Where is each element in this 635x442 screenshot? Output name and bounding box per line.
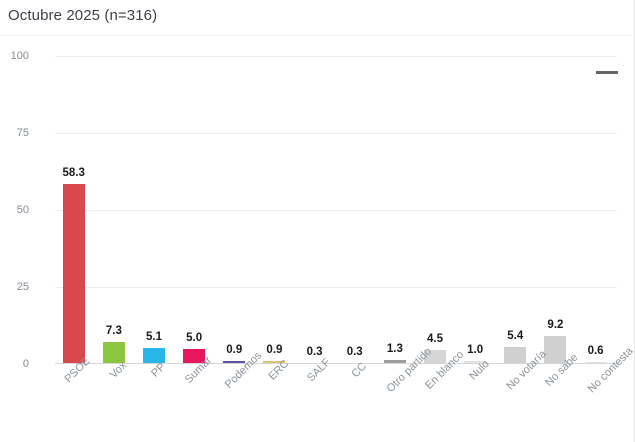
bar-value-label: 0.3 [346, 346, 363, 359]
bar-value-label: 9.2 [547, 318, 564, 331]
bar-value-label: 0.6 [587, 345, 604, 358]
gridline [55, 210, 617, 211]
bar-slot: 0.9 [216, 56, 253, 364]
bar-value-label: 5.1 [146, 331, 162, 344]
x-axis-tick-label: Sumar [175, 355, 214, 386]
bar-value-label: 7.3 [105, 324, 122, 337]
title-divider [0, 35, 635, 36]
bar[interactable] [102, 341, 125, 364]
bar-value-label: 1.0 [467, 343, 484, 356]
x-axis-category-labels: PSOE Vox PP Sumar Podemos ERC SALF CC Otro parti… [55, 345, 635, 442]
bar-value-label: 0.9 [226, 344, 243, 357]
gridline [55, 287, 617, 288]
bar-slot: 0.3 [296, 56, 333, 364]
y-axis-tick-label: 75 [16, 127, 29, 139]
y-axis-tick-label: 25 [16, 281, 29, 293]
bar[interactable] [223, 361, 246, 364]
bar-value-label: 0.9 [266, 344, 283, 357]
bar-slot: 9.2 [537, 56, 574, 364]
x-axis-line [55, 363, 617, 364]
x-axis-tick-label: Nulo [456, 358, 493, 382]
x-axis-tick-label: PSOE [55, 355, 93, 385]
bar[interactable] [424, 350, 446, 364]
gridline [55, 56, 617, 57]
hamburger-menu-icon[interactable] [596, 56, 618, 74]
bar-slot: 5.4 [497, 56, 534, 364]
bar[interactable] [383, 360, 406, 364]
x-axis-tick-label: No votaría [497, 348, 548, 392]
bar-value-label: 1.3 [386, 343, 403, 355]
x-axis-tick-label: PP [135, 361, 172, 380]
bar-slot: 4.5 [416, 56, 453, 364]
bar[interactable] [183, 348, 206, 364]
bar-slot: 1.0 [456, 56, 493, 364]
x-axis-tick-label: No sabe [537, 352, 580, 389]
bar-value-label: 58.3 [62, 167, 85, 180]
gridline [55, 133, 617, 134]
bar-value-label: 5.4 [507, 330, 524, 343]
x-axis-tick-label: En blanco [416, 349, 466, 392]
bar-slot: 0.3 [336, 56, 373, 364]
y-axis-tick-label: 50 [16, 204, 29, 216]
bar-slot: 0.6 [577, 56, 614, 364]
bar-slot: 5.0 [175, 56, 212, 364]
bar[interactable] [143, 348, 165, 364]
x-axis-tick-label: ERC [256, 358, 293, 383]
x-axis-tick-label: Podemos [216, 350, 263, 391]
y-axis-tick-label: 0 [22, 358, 29, 370]
bar-slot: 5.1 [135, 56, 172, 364]
y-axis-tick-label: 100 [10, 50, 29, 62]
bar-slot: 58.3 [55, 56, 92, 364]
x-axis-tick-label: Otro partido [376, 345, 435, 395]
bar[interactable] [263, 361, 286, 364]
bar[interactable] [544, 335, 567, 364]
chart-title: Octubre 2025 (n=316) [8, 7, 158, 24]
bar[interactable] [62, 184, 85, 364]
x-axis-tick-label: SALF [296, 356, 333, 384]
hamburger-bar-3 [596, 71, 618, 74]
bar-value-label: 0.3 [306, 346, 323, 359]
bar-slot: 7.3 [95, 56, 132, 364]
bar[interactable] [504, 347, 527, 364]
x-axis-tick-label: CC [336, 360, 373, 380]
plot-area: 0 25 50 75 100 58.3 7.3 5.1 5.0 0.9 0.9 0.3 0.3 1.3 4… [11, 50, 617, 370]
bar[interactable] [464, 360, 487, 364]
bar-slot: 0.9 [256, 56, 293, 364]
bar-value-label: 5.0 [186, 331, 203, 344]
bar-value-label: 4.5 [427, 333, 443, 346]
x-axis-tick-label: Vox [95, 360, 132, 381]
bar-slot: 1.3 [376, 56, 413, 364]
x-axis-tick-label: No contesta [577, 345, 635, 395]
